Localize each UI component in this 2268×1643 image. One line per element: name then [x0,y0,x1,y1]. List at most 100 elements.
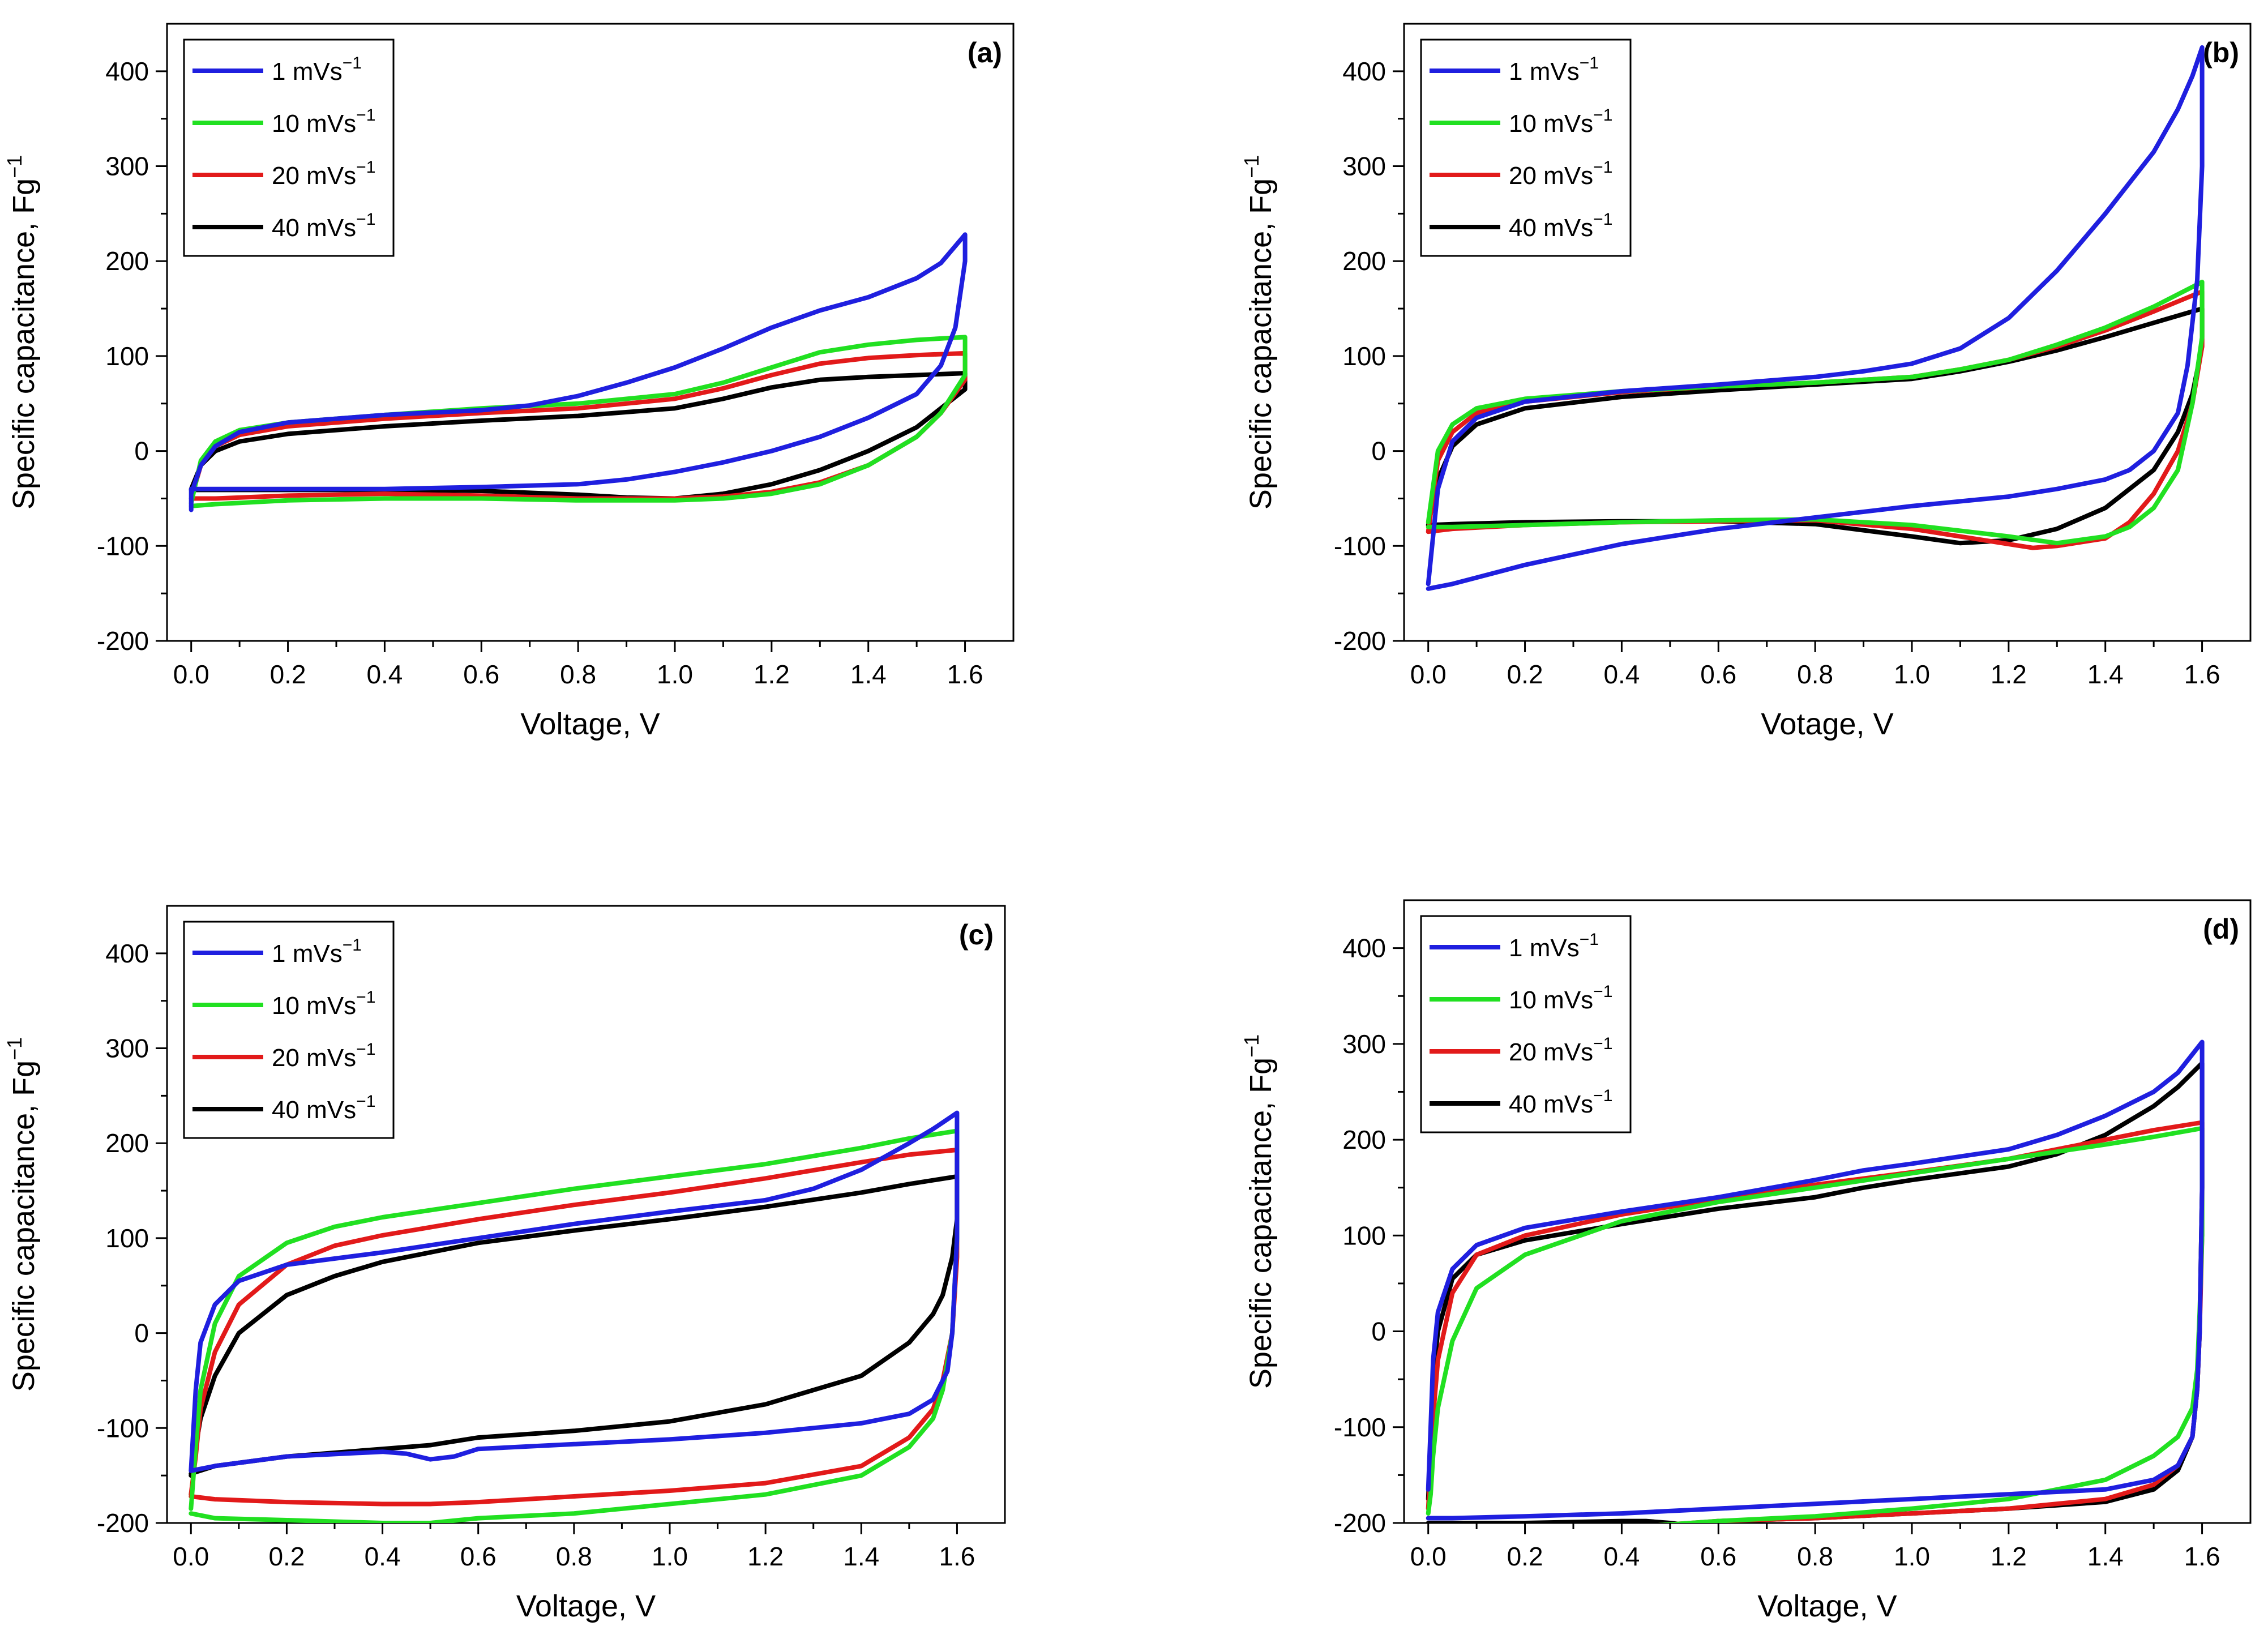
panel-letter: (d) [2203,913,2239,945]
x-tick-label: 0.8 [1797,1542,1833,1571]
legend-label-text: 40 mVs [1509,214,1593,242]
legend-box [1420,915,1632,1133]
chart-panel-0: 0.0 0.2 0.4 0.6 0.8 1.0 1.2 1.4 1.6 -200 -100 0 100 2… [3,23,1015,741]
x-axis-title: Votage, V [1761,707,1893,741]
series-line-3 [189,371,968,501]
y-axis-title-exponent: −1 [3,155,26,178]
legend-label-text: 20 mVs [1509,162,1593,190]
plot-frame [1403,899,2252,1524]
x-tick-label: 1.2 [747,1542,784,1571]
x-tick-label: 1.0 [657,660,693,689]
y-axis-title-text: Specific capacitance, Fg [1244,1058,1278,1389]
plot-frame [166,905,1006,1524]
x-tick-label: 0.6 [460,1542,497,1571]
x-tick-label: 1.0 [1894,1542,1930,1571]
x-tick-label: 1.4 [850,660,887,689]
y-tick-label: -100 [97,531,149,560]
legend-label: 10 mVs−1 [1509,982,1612,1014]
legend-label-exponent: −1 [1593,1086,1612,1105]
y-tick-label: 0 [134,1319,149,1348]
x-tick-label: 0.8 [560,660,596,689]
x-tick-label: 0.4 [1603,660,1640,689]
legend-label-exponent: −1 [356,988,375,1007]
chart-panel-1: 0.0 0.2 0.4 0.6 0.8 1.0 1.2 1.4 1.6 -200 -100 0 100 2… [1240,23,2252,741]
legend-label-text: 10 mVs [272,110,356,138]
x-tick-label: 0.2 [1507,660,1543,689]
panel-letter: (c) [959,919,994,951]
legend-label-text: 40 mVs [272,1096,356,1124]
legend-label-exponent: −1 [356,1092,375,1111]
y-tick-label: -200 [97,1508,149,1538]
x-tick-label: 0.6 [1700,660,1736,689]
series-line-3 [189,1174,960,1478]
x-tick-label: 0.6 [1700,1542,1736,1571]
series-line-1 [1426,280,2205,546]
y-axis-title: Specific capacitance, Fg−1 [1240,1034,1278,1389]
legend-label: 20 mVs−1 [272,158,375,190]
legend-label: 40 mVs−1 [1509,210,1612,242]
legend-label-exponent: −1 [356,210,375,229]
x-tick-label: 1.6 [947,660,983,689]
legend-label: 10 mVs−1 [1509,106,1612,138]
x-tick-label: 0.0 [173,1542,209,1571]
x-tick-label: 1.6 [2184,1542,2220,1571]
x-tick-label: 0.4 [365,1542,401,1571]
y-tick-label: 300 [1342,152,1386,181]
y-axis-title-exponent: −1 [3,1037,26,1060]
panel-letter: (b) [2203,37,2239,69]
y-tick-label: 0 [134,437,149,466]
x-tick-label: 0.8 [556,1542,592,1571]
y-axis-title-text: Specific capacitance, Fg [7,178,41,510]
x-tick-label: 0.2 [1507,1542,1543,1571]
legend-box [1420,38,1632,257]
legend-label-exponent: −1 [1593,158,1612,177]
legend-label: 1 mVs−1 [272,54,362,85]
y-tick-label: -100 [97,1413,149,1443]
chart-panel-3: 0.0 0.2 0.4 0.6 0.8 1.0 1.2 1.4 1.6 -200 -100 0 100 2… [1240,899,2252,1623]
y-tick-label: 200 [1342,246,1386,276]
y-axis-title-exponent: −1 [1240,1034,1263,1058]
x-tick-label: 0.0 [173,660,209,689]
legend-label-text: 10 mVs [1509,110,1593,138]
legend-label-exponent: −1 [343,936,362,955]
chart-panel-2: 0.0 0.2 0.4 0.6 0.8 1.0 1.2 1.4 1.6 -200 -100 0 100 2… [3,905,1006,1623]
legend-label-exponent: −1 [1580,54,1599,72]
legend-label-exponent: −1 [356,1040,375,1059]
legend-label-text: 40 mVs [272,214,356,242]
y-tick-label: 300 [1342,1029,1386,1059]
legend-box [183,921,395,1139]
y-tick-label: 100 [105,1223,149,1253]
x-axis-title: Voltage, V [516,1589,656,1623]
y-axis-title: Specific capacitance, Fg−1 [1240,155,1278,510]
series-line-1 [189,1128,960,1523]
legend-label-text: 10 mVs [1509,986,1593,1014]
legend-label-exponent: −1 [356,158,375,177]
y-tick-label: 100 [1342,341,1386,371]
y-axis-title-exponent: −1 [1240,155,1263,178]
y-tick-label: 200 [105,1128,149,1158]
y-tick-label: 200 [105,246,149,276]
legend-label: 10 mVs−1 [272,106,375,138]
series-line-2 [1426,1120,2205,1523]
legend-label-text: 40 mVs [1509,1090,1593,1118]
x-tick-label: 0.2 [268,1542,305,1571]
series-line-2 [1426,289,2205,550]
legend-label-text: 20 mVs [272,162,356,190]
x-tick-label: 0.2 [270,660,306,689]
y-tick-label: -100 [1334,1413,1386,1442]
legend-label: 40 mVs−1 [272,210,375,242]
legend-label-exponent: −1 [1593,1034,1612,1053]
x-tick-label: 1.4 [843,1542,879,1571]
y-axis-title: Specific capacitance, Fg−1 [3,1037,41,1392]
x-tick-label: 0.0 [1410,1542,1447,1571]
y-axis-title-text: Specific capacitance, Fg [7,1060,41,1392]
series-line-0 [189,1110,960,1473]
y-tick-label: 300 [105,1034,149,1063]
y-tick-label: 0 [1371,437,1386,466]
x-tick-label: 1.6 [939,1542,975,1571]
y-axis-title-text: Specific capacitance, Fg [1244,178,1278,510]
series-line-3 [1426,306,2205,546]
legend-label-exponent: −1 [1593,982,1612,1001]
legend-label-text: 1 mVs [1509,934,1580,962]
